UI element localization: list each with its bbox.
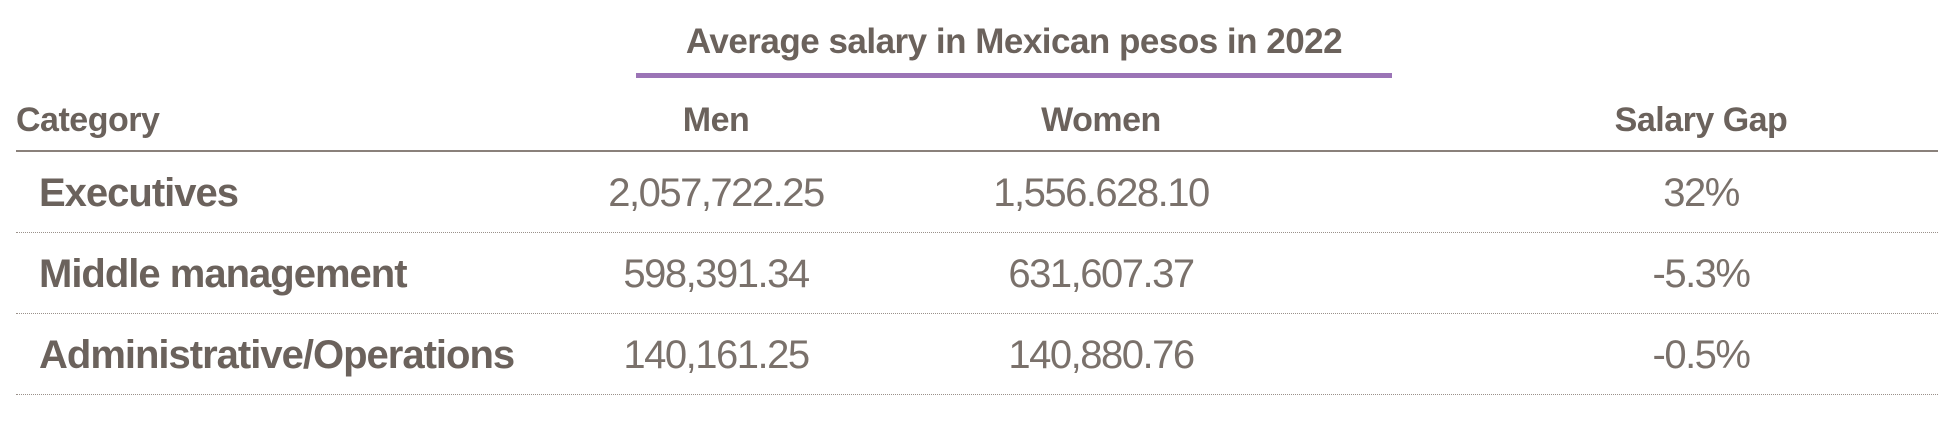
header-salary-gap: Salary Gap: [1614, 101, 1788, 139]
table-row: Administrative/Operations 140,161.25 140…: [16, 314, 1938, 395]
row-category: Middle management: [39, 252, 408, 296]
table-body: Executives 2,057,722.25 1,556.628.10 32%…: [16, 152, 1938, 395]
row-men-salary: 140,161.25: [623, 333, 810, 377]
column-headers: Category Men Women Salary Gap: [16, 90, 1938, 152]
row-women-salary: 140,880.76: [1008, 333, 1195, 377]
row-salary-gap: -0.5%: [1652, 333, 1752, 377]
header-men: Men: [682, 101, 750, 139]
row-women-salary: 631,607.37: [1008, 252, 1195, 296]
header-category: Category: [16, 101, 160, 139]
group-header-average-salary: Average salary in Mexican pesos in 2022: [636, 18, 1392, 78]
row-women-salary: 1,556.628.10: [993, 171, 1210, 215]
header-women: Women: [1041, 101, 1161, 139]
table-row: Middle management 598,391.34 631,607.37 …: [16, 233, 1938, 314]
row-men-salary: 2,057,722.25: [608, 171, 825, 215]
row-salary-gap: 32%: [1663, 171, 1740, 215]
row-men-salary: 598,391.34: [623, 252, 810, 296]
row-salary-gap: -5.3%: [1652, 252, 1752, 296]
table-row: Executives 2,057,722.25 1,556.628.10 32%: [16, 152, 1938, 233]
row-category: Executives: [39, 171, 239, 215]
row-category: Administrative/Operations: [39, 333, 515, 377]
